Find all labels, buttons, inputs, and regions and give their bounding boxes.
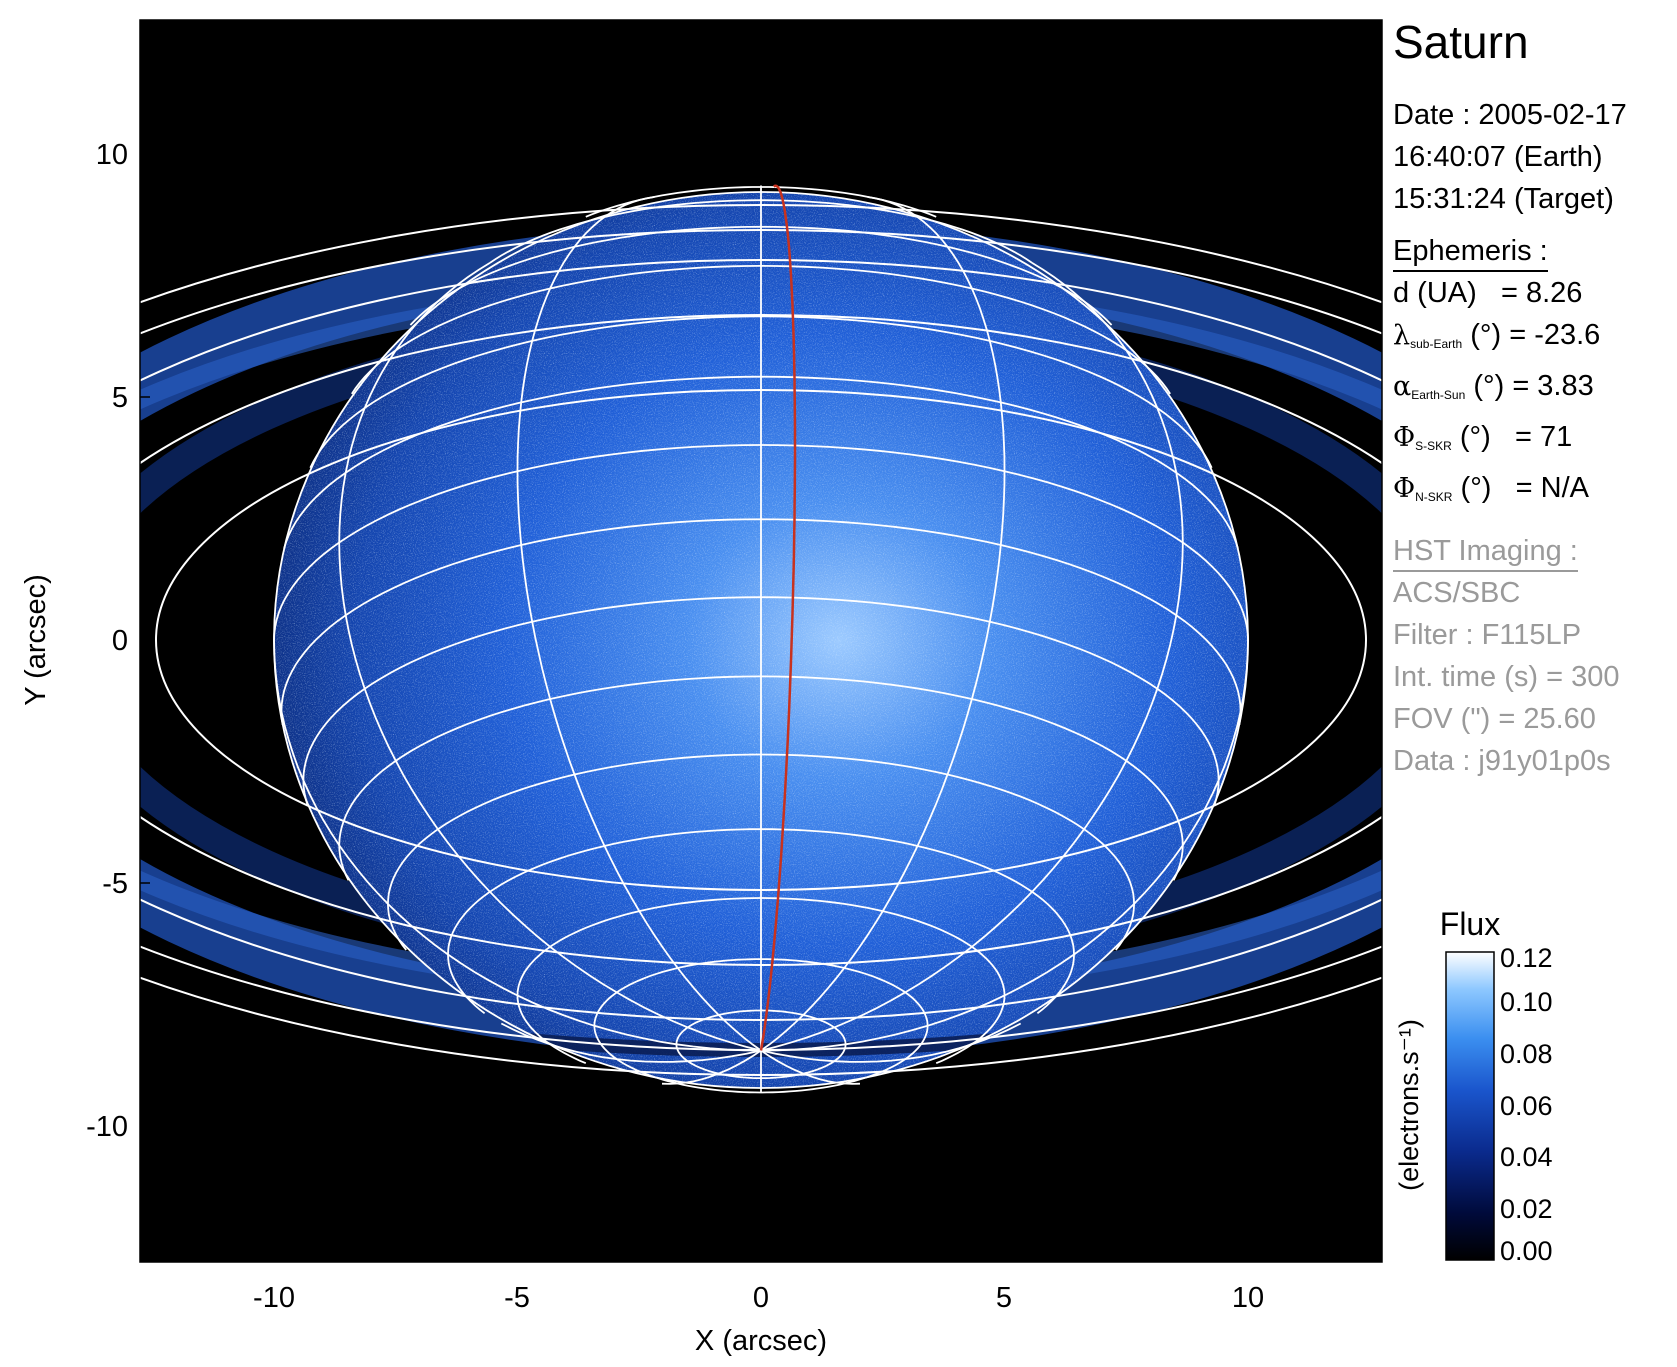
colorbar-tick: 0.12 <box>1500 943 1553 973</box>
date-block: Date : 2005-02-17 16:40:07 (Earth) 15:31… <box>1393 94 1627 220</box>
grid-line <box>661 1049 762 1085</box>
colorbar-tick: 0.10 <box>1500 987 1553 1017</box>
ephemeris-heading: Ephemeris : <box>1393 234 1548 272</box>
x-tick-label: 5 <box>996 1282 1012 1314</box>
imaging-block: HST Imaging : ACS/SBC Filter : F115LP In… <box>1393 530 1627 782</box>
colorbar-gradient <box>1445 951 1495 1261</box>
x-tick-label: 0 <box>753 1282 769 1314</box>
colorbar-unit-label: (electrons.s⁻¹) <box>1394 1019 1424 1191</box>
grid-line <box>760 196 1006 1052</box>
y-tick-label: -5 <box>102 868 128 900</box>
dataset-line: Data : j91y01p0s <box>1393 745 1611 777</box>
colorbar-tick: 0.08 <box>1500 1039 1553 1069</box>
grid-line <box>760 1022 1022 1063</box>
phase-angle-row: αEarth-Sun (°) = 3.83 <box>1393 370 1594 402</box>
colorbar-tick: 0.00 <box>1500 1236 1553 1266</box>
x-tick-label: 10 <box>1232 1282 1264 1314</box>
grid-line <box>516 196 762 1052</box>
y-tick-label: 10 <box>96 139 128 171</box>
sub-earth-latitude-row: λsub-Earth (°) = -23.6 <box>1393 319 1601 351</box>
n-skr-phase-row: ΦN-SKR (°) = N/A <box>1393 472 1589 504</box>
integration-time-line: Int. time (s) = 300 <box>1393 661 1620 693</box>
y-tick-label: 0 <box>112 625 128 657</box>
grid-line <box>760 639 1249 1052</box>
grid-line <box>273 639 762 1052</box>
colorbar-tick: 0.04 <box>1500 1142 1553 1172</box>
instrument-line: ACS/SBC <box>1393 577 1521 609</box>
grid-line <box>760 262 1184 1052</box>
target-time-line: 15:31:24 (Target) <box>1393 183 1614 215</box>
x-axis-label: X (arcsec) <box>695 1325 827 1357</box>
planet-limb <box>273 191 1249 1089</box>
s-skr-phase-row: ΦS-SKR (°) = 71 <box>1393 421 1573 453</box>
fov-line: FOV (") = 25.60 <box>1393 703 1596 735</box>
target-title: Saturn <box>1393 16 1529 68</box>
axis-ticks <box>140 153 1249 1262</box>
x-tick-label: -5 <box>504 1282 530 1314</box>
earth-time-line: 16:40:07 (Earth) <box>1393 141 1603 173</box>
colorbar-tick: 0.06 <box>1500 1091 1553 1121</box>
filter-line: Filter : F115LP <box>1393 619 1582 651</box>
y-tick-label: -10 <box>86 1111 128 1143</box>
x-tick-label: -10 <box>253 1282 295 1314</box>
grid-line <box>760 1049 861 1085</box>
y-tick-label: 5 <box>112 382 128 414</box>
date-line: Date : 2005-02-17 <box>1393 99 1627 131</box>
y-axis-label: Y (arcsec) <box>20 574 52 706</box>
lat-lon-grid <box>273 185 1249 1094</box>
grid-line <box>338 262 762 1052</box>
info-panel: Saturn Date : 2005-02-17 16:40:07 (Earth… <box>1393 14 1627 782</box>
reference-meridian <box>759 184 797 1051</box>
colorbar: Flux 0.12 0.10 0.08 0.06 0.04 0.02 0.00 … <box>1394 906 1553 1266</box>
distance-row: d (UA) = 8.26 <box>1393 277 1583 309</box>
colorbar-title: Flux <box>1440 906 1500 942</box>
ephemeris-block: Ephemeris : d (UA) = 8.26 λsub-Earth (°)… <box>1393 230 1627 518</box>
grid-line <box>500 1022 762 1063</box>
imaging-heading: HST Imaging : <box>1393 534 1578 572</box>
colorbar-tick: 0.02 <box>1500 1194 1553 1224</box>
